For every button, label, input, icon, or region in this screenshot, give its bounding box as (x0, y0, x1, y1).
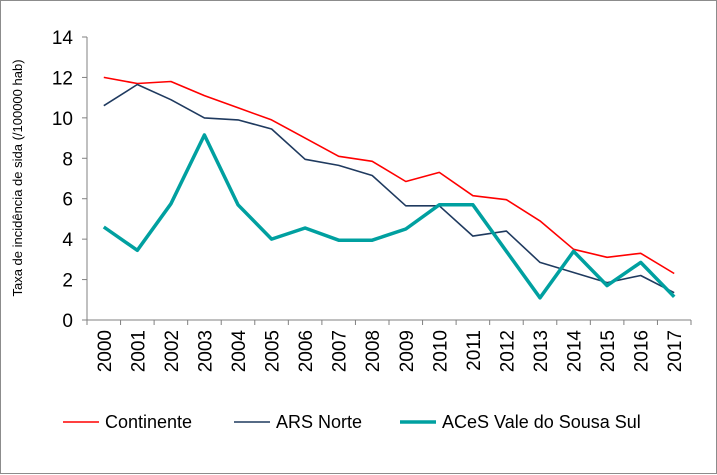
legend: Continente ARS Norte ACeS Vale do Sousa Su… (63, 412, 641, 432)
x-tick-label: 2008 (363, 330, 384, 372)
y-tick-label: 8 (62, 149, 73, 170)
y-tick-label: 4 (62, 230, 73, 251)
x-tick-label: 2002 (162, 330, 183, 372)
series-line-3 (102, 133, 676, 300)
legend-label: Continente (105, 412, 192, 432)
y-tick-label: 6 (62, 190, 73, 211)
x-tick-label: 2001 (128, 330, 149, 372)
x-tick-label: 2005 (263, 330, 284, 372)
x-tick-label: 2004 (229, 330, 250, 373)
legend-label: ACeS Vale do Sousa Sul (442, 412, 641, 432)
y-tick-label: 2 (62, 271, 73, 292)
x-tick-label: 2013 (531, 330, 552, 372)
y-tick-label: 12 (52, 68, 73, 89)
y-tick-label: 10 (52, 109, 73, 130)
x-tick-label: 2007 (330, 330, 351, 372)
x-tick-label: 2017 (665, 330, 686, 372)
x-tick-labels: 2000 2001 2002 2003 2004 2005 2006 2007 2008 2009… (86, 320, 692, 373)
x-tick-label: 2009 (397, 330, 418, 372)
x-tick-label: 2012 (497, 330, 518, 372)
x-tick-label: 2015 (598, 330, 619, 372)
series-line-2 (103, 83, 675, 294)
x-tick-label: 2011 (464, 330, 485, 371)
x-tick-label: 2000 (95, 330, 116, 372)
series-lines (102, 76, 676, 300)
legend-label: ARS Norte (276, 412, 362, 432)
y-tick-labels: 0 2 4 6 8 10 12 14 (52, 28, 87, 332)
y-tick-label: 0 (62, 311, 73, 332)
y-axis-title: Taxa de incidência de sida (/100000 hab) (10, 59, 25, 296)
x-tick-label: 2016 (632, 330, 653, 372)
x-tick-label: 2010 (430, 330, 451, 372)
series-line-1 (103, 76, 675, 275)
x-tick-label: 2014 (565, 330, 586, 373)
y-tick-label: 14 (52, 28, 74, 49)
x-tick-label: 2006 (296, 330, 317, 372)
x-tick-label: 2003 (195, 330, 216, 372)
